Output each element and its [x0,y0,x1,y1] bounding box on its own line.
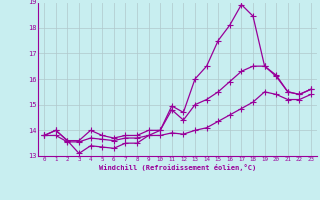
X-axis label: Windchill (Refroidissement éolien,°C): Windchill (Refroidissement éolien,°C) [99,164,256,171]
